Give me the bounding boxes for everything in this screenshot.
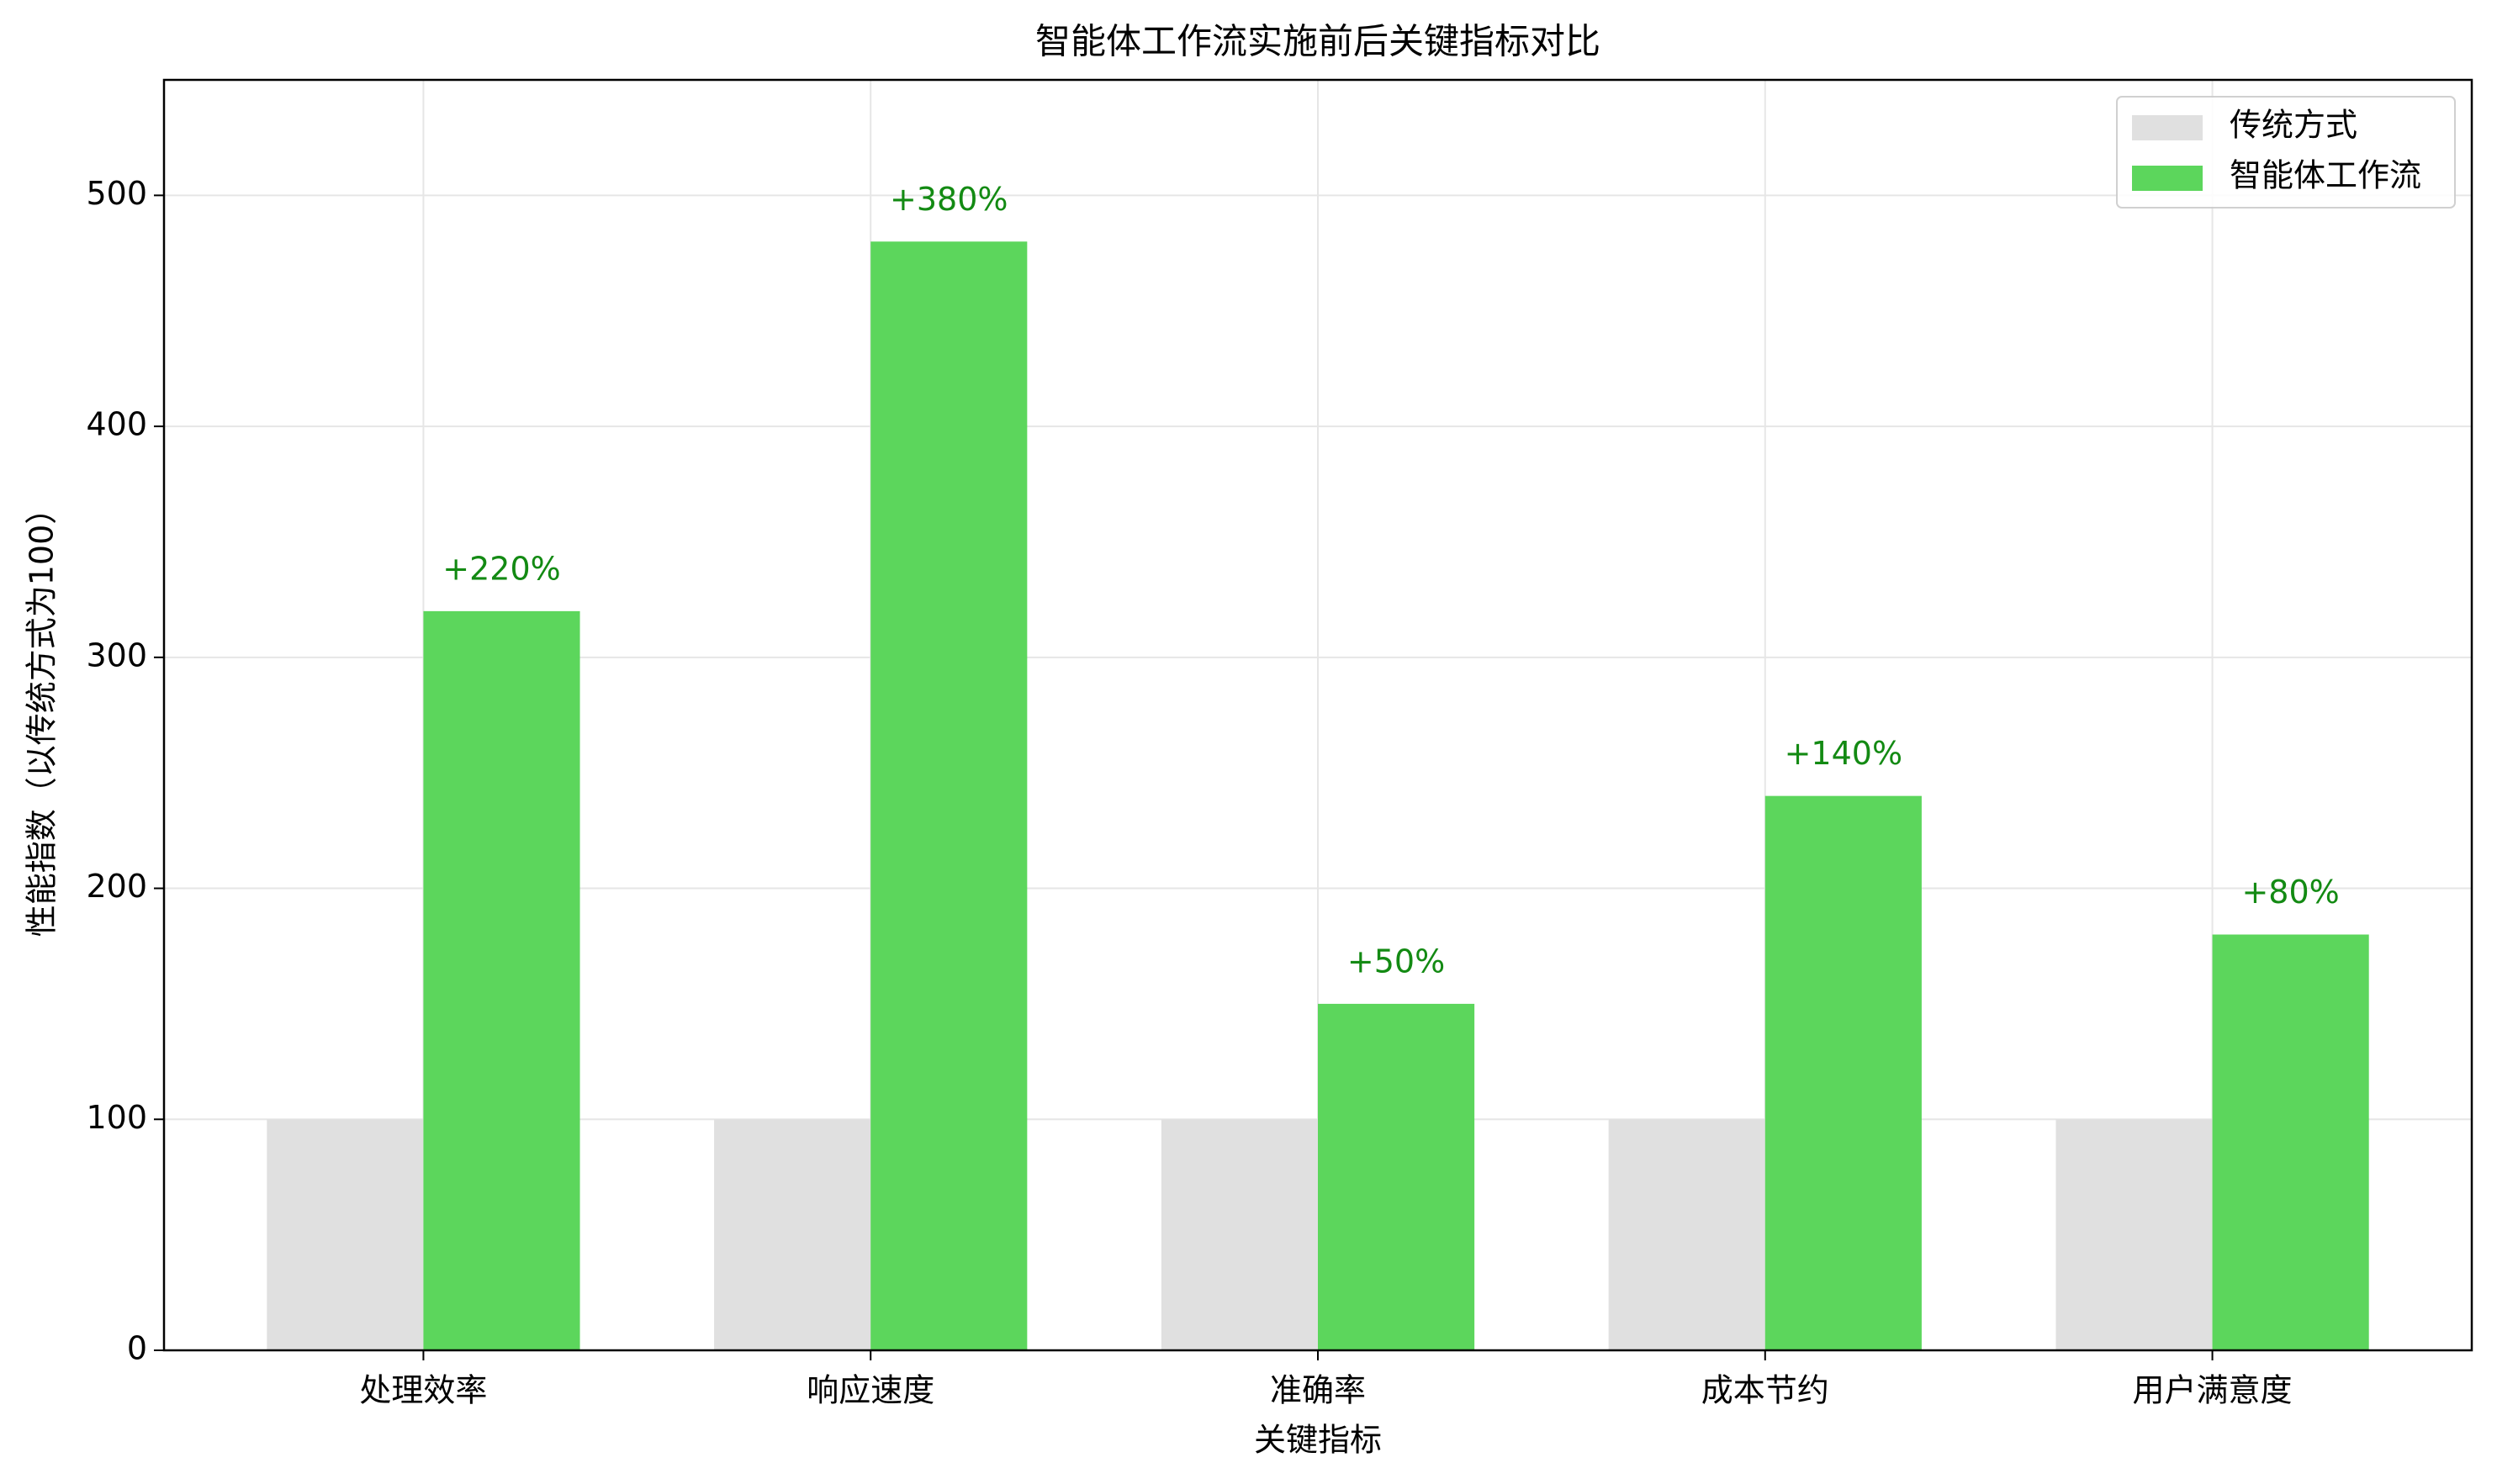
bar-annotation: +380% <box>890 181 1008 218</box>
x-tick-label: 响应速度 <box>807 1372 934 1409</box>
bar-annotation: +80% <box>2241 874 2339 911</box>
chart-title: 智能体工作流实施前后关键指标对比 <box>1035 21 1600 62</box>
y-tick-label: 300 <box>86 636 147 673</box>
bar-annotation: +140% <box>1785 735 1902 772</box>
y-tick-label: 0 <box>127 1330 147 1367</box>
bar <box>714 1119 871 1350</box>
y-axis-label: 性能指数（以传统方式为100） <box>24 493 61 937</box>
y-tick-label: 200 <box>86 868 147 905</box>
bar <box>1318 1003 1475 1350</box>
bar <box>870 241 1028 1350</box>
bar-annotation: +220% <box>442 550 560 587</box>
legend-label: 智能体工作流 <box>2230 157 2421 194</box>
legend-label: 传统方式 <box>2230 107 2357 144</box>
bar <box>1764 795 1922 1350</box>
x-axis-label: 关键指标 <box>1254 1422 1382 1459</box>
y-tick-label: 400 <box>86 406 147 443</box>
bar <box>1608 1119 1765 1350</box>
x-tick-label: 处理效率 <box>359 1372 487 1409</box>
bar <box>2212 934 2369 1350</box>
y-tick-label: 500 <box>86 175 147 212</box>
y-tick-label: 100 <box>86 1099 147 1136</box>
bar <box>267 1119 424 1350</box>
bar <box>423 610 580 1350</box>
bar <box>1161 1119 1318 1350</box>
plot-frame <box>162 78 2473 1352</box>
x-tick-label: 成本节约 <box>1701 1372 1829 1409</box>
x-tick-label: 准确率 <box>1270 1372 1366 1409</box>
bar-annotation: +50% <box>1347 943 1445 980</box>
legend-swatch <box>2132 166 2203 191</box>
legend-swatch <box>2132 115 2203 140</box>
bar <box>2055 1119 2213 1350</box>
x-tick-label: 用户满意度 <box>2133 1372 2293 1409</box>
